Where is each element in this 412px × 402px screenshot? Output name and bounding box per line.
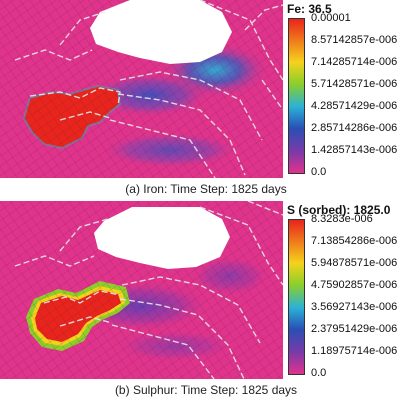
sulphur-legend-title: S (sorbed): 1825.0	[287, 203, 391, 217]
iron-mesh-plot	[0, 0, 283, 178]
sulphur-tick-label: 2.37951429e-006	[311, 323, 398, 335]
sulphur-colorbar	[288, 219, 305, 375]
iron-tick-label: 2.85714286e-006	[311, 122, 398, 134]
iron-concentration-map	[0, 0, 283, 178]
sulphur-tick-label: 1.18975714e-006	[311, 345, 398, 357]
iron-tick-label: 7.14285714e-006	[311, 56, 398, 68]
sulphur-legend: S (sorbed): 1825.0 8.3283e-006 7.1385428…	[287, 203, 411, 379]
iron-panel: Fe: 36.5 0.00001 8.57142857e-006 7.14285…	[0, 0, 411, 196]
sulphur-mesh-plot	[0, 201, 283, 379]
geology-boundaries	[14, 201, 283, 379]
sulphur-tick-label: 3.56927143e-006	[311, 301, 398, 313]
iron-legend-title: Fe: 36.5	[287, 2, 332, 16]
iron-tick-label: 5.71428571e-006	[311, 78, 398, 90]
sulphur-tick-label: 0.0	[311, 367, 327, 379]
iron-tick-label: 8.57142857e-006	[311, 34, 398, 46]
iron-legend: Fe: 36.5 0.00001 8.57142857e-006 7.14285…	[287, 2, 411, 178]
sulphur-concentration-map	[0, 201, 283, 379]
sulphur-panel: S (sorbed): 1825.0 8.3283e-006 7.1385428…	[0, 201, 412, 402]
excavation-void	[94, 207, 230, 269]
iron-tick-label: 4.28571429e-006	[311, 100, 398, 112]
excavation-void	[90, 0, 232, 64]
iron-tick-label: 1.42857143e-006	[311, 144, 398, 156]
sulphur-caption: (b) Sulphur: Time Step: 1825 days	[114, 383, 298, 397]
iron-tick-label: 0.0	[311, 166, 327, 178]
sulphur-tick-label: 8.3283e-006	[311, 213, 373, 225]
iron-colorbar	[288, 18, 305, 174]
geology-boundaries	[14, 0, 283, 178]
iron-tick-label: 0.00001	[311, 12, 351, 24]
iron-caption: (a) Iron: Time Step: 1825 days	[125, 182, 287, 196]
sulphur-tick-label: 7.13854286e-006	[311, 235, 398, 247]
sulphur-tick-label: 5.94878571e-006	[311, 257, 398, 269]
sulphur-tick-label: 4.75902857e-006	[311, 279, 398, 291]
